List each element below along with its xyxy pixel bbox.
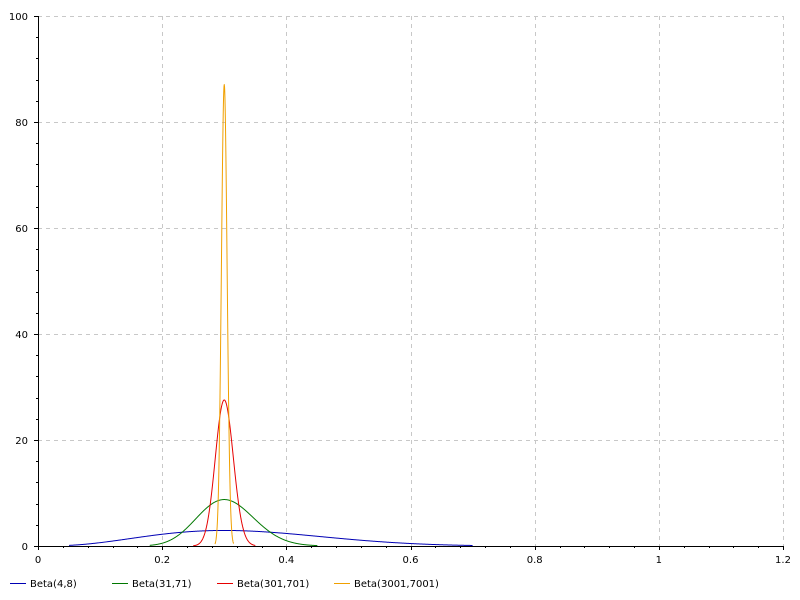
- y-tick-label: 0: [22, 542, 28, 553]
- x-tick-labels: 0 0.2 0.4 0.6 0.8 1 1.2: [35, 555, 791, 566]
- y-tick-label: 100: [9, 12, 28, 23]
- x-tick-label: 0.4: [278, 555, 294, 566]
- series-line: [149, 499, 318, 547]
- x-tick-label: 1.2: [775, 555, 791, 566]
- x-tick-label: 0.2: [154, 555, 170, 566]
- legend-label: Beta(301,701): [237, 579, 309, 590]
- legend-label: Beta(3001,7001): [354, 579, 439, 590]
- legend-label: Beta(31,71): [132, 579, 192, 590]
- grid-lines: [38, 16, 784, 546]
- x-tick-label: 1: [656, 555, 662, 566]
- y-tick-label: 40: [15, 330, 28, 341]
- legend: Beta(4,8) Beta(31,71) Beta(301,701) Beta(30…: [10, 579, 439, 590]
- y-tick-label: 60: [15, 224, 28, 235]
- series-line: [214, 83, 235, 545]
- y-tick-labels: 0 20 40 60 80 100: [9, 12, 28, 553]
- x-tick-label: 0.8: [527, 555, 543, 566]
- axes: [34, 16, 784, 550]
- y-tick-label: 20: [15, 436, 28, 447]
- series-lines: [69, 83, 473, 547]
- x-tick-label: 0.6: [403, 555, 419, 566]
- y-tick-label: 80: [15, 118, 28, 129]
- legend-label: Beta(4,8): [30, 579, 77, 590]
- series-line: [193, 399, 256, 547]
- x-tick-label: 0: [35, 555, 41, 566]
